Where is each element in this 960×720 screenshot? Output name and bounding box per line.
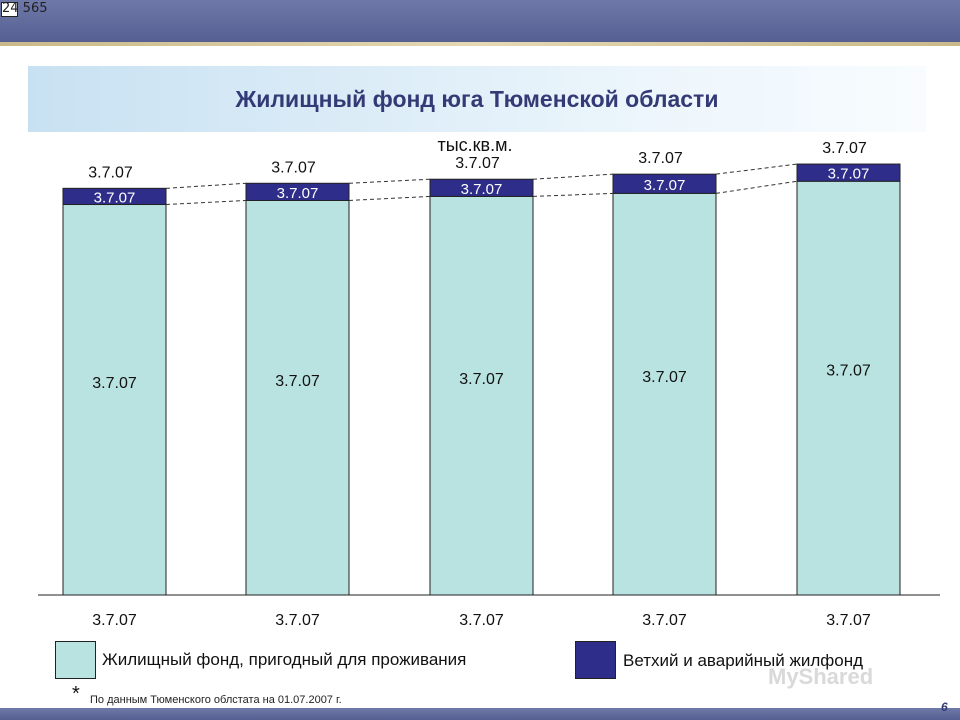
- bar-habitable-4: [612, 192, 717, 596]
- total-label-1: 3.7.07: [88, 164, 133, 181]
- value-label-dilapidated-5: 3.7.07: [828, 166, 870, 183]
- bar-habitable-5: [796, 180, 901, 596]
- bar-habitable-1: [62, 204, 167, 596]
- connector-top-3: [532, 173, 614, 180]
- connector-top-4: [715, 163, 798, 175]
- x-tick-label-4: 3.7.07: [642, 612, 687, 629]
- footnote-text: По данным Тюменского облстата на 01.07.2…: [90, 694, 342, 706]
- total-label-3: 3.7.07: [455, 155, 500, 172]
- x-tick-label-1: 3.7.07: [92, 612, 137, 629]
- bar-dilapidated-1: [62, 187, 167, 206]
- connector-mid-1: [165, 199, 247, 206]
- bar-dilapidated-4: [612, 173, 717, 194]
- connector-mid-4: [715, 180, 798, 194]
- bar-habitable-3: [429, 195, 534, 596]
- legend-label-dilapidated: Ветхий и аварийный жилфонд: [623, 651, 864, 670]
- legend-label-habitable: Жилищный фонд, пригодный для проживания: [102, 650, 467, 669]
- unit-label: тыс.кв.м.: [438, 135, 513, 155]
- title-panel: Жилищный фонд юга Тюменской области: [28, 66, 926, 132]
- value-label-habitable-5: 3.7.07: [826, 363, 871, 380]
- connector-mid-3: [532, 192, 614, 197]
- stacked-bar-chart: тыс.кв.м.3.7.073.7.073.7.073.7.073.7.073…: [38, 135, 940, 629]
- bar-dilapidated-2: [245, 182, 350, 201]
- value-label-dilapidated-1: 3.7.07: [94, 189, 136, 206]
- value-label-habitable-3: 3.7.07: [459, 371, 504, 388]
- value-label-habitable-2: 3.7.07: [275, 373, 320, 390]
- total-label-5: 3.7.07: [822, 140, 867, 157]
- slide-title: Жилищный фонд юга Тюменской области: [235, 86, 719, 112]
- value-label-dilapidated-4: 3.7.07: [644, 177, 686, 194]
- top-band: [0, 0, 960, 42]
- bar-habitable-2: [245, 199, 350, 596]
- x-tick-label-3: 3.7.07: [459, 612, 504, 629]
- bar-dilapidated-5: [796, 163, 901, 182]
- footnote-star: *: [72, 683, 80, 705]
- legend-swatch-habitable: [55, 641, 96, 679]
- top-band-accent-line: [0, 42, 960, 46]
- bar-dilapidated-3: [429, 178, 534, 197]
- connector-top-1: [165, 182, 247, 189]
- legend-swatch-dilapidated: [575, 641, 616, 679]
- total-label-2: 3.7.07: [271, 159, 316, 176]
- value-label-dilapidated-2: 3.7.07: [277, 185, 319, 202]
- page-id-box: [1, 2, 18, 17]
- watermark-logo: MyShared: [768, 664, 874, 689]
- connector-top-2: [348, 178, 431, 184]
- page-id: 24 565: [2, 1, 48, 16]
- page-number: 6: [941, 700, 948, 714]
- value-label-habitable-1: 3.7.07: [92, 375, 137, 392]
- x-tick-label-2: 3.7.07: [275, 612, 320, 629]
- connector-mid-2: [348, 195, 431, 201]
- value-label-dilapidated-3: 3.7.07: [461, 181, 503, 198]
- x-tick-label-5: 3.7.07: [826, 612, 871, 629]
- value-label-habitable-4: 3.7.07: [642, 369, 687, 386]
- bottom-band: [0, 708, 960, 720]
- total-label-4: 3.7.07: [638, 150, 683, 167]
